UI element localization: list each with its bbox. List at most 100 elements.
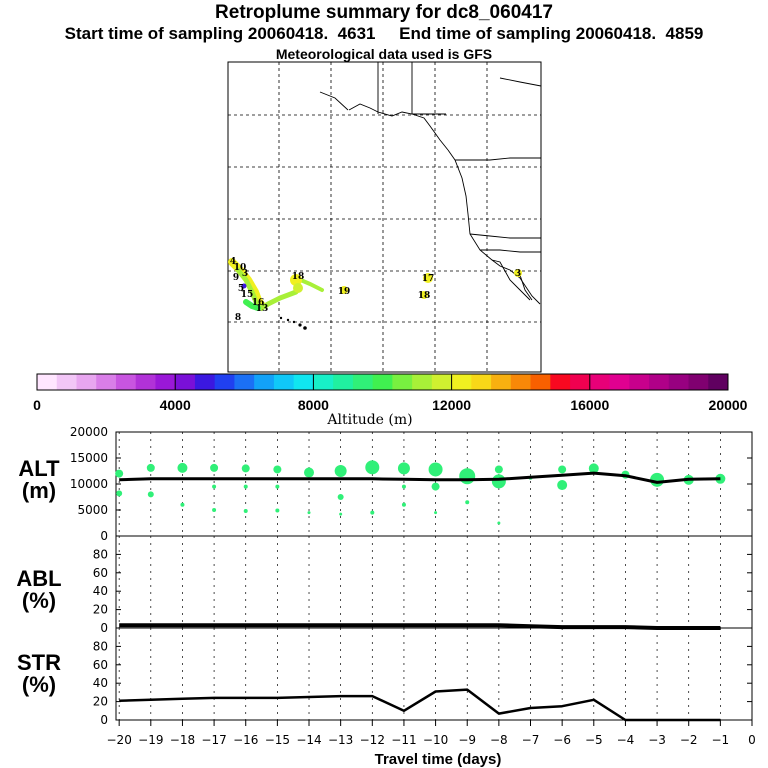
map-day-label: 9 [233,273,239,283]
colorbar-cell [510,374,532,390]
panel-str: 0 20 40 60 80 [93,627,753,727]
abl-label-1: ABL [16,566,62,591]
altitude-dot [147,491,154,498]
colorbar-cell [37,374,58,390]
x-tick-label: −13 [328,733,353,747]
alt-label-2: (m) [21,478,57,503]
map-day-label: 8 [235,313,241,323]
colorbar-cell [570,374,591,390]
altitude-dot [558,465,567,474]
map-day-label: 18 [292,272,305,282]
colorbar-cell [708,374,729,390]
x-tick-label: −11 [391,733,416,747]
altitude-dot [210,463,219,472]
y-tick-label: 40 [93,676,108,690]
altitude-dot [434,511,438,515]
altitude-dot [588,463,599,474]
map-day-label: 13 [256,304,269,314]
altitude-dot [243,509,248,514]
altitude-dot [146,463,155,472]
hawaii-islands [279,316,307,330]
altitude-dot [334,465,347,477]
altitude-dot [494,465,503,474]
y-tick-label: 80 [93,547,108,561]
map-day-label: 5 [238,284,244,294]
colorbar-tick-label: 12000 [432,397,471,413]
sampling-time-line: Start time of sampling 20060418. 4631 En… [64,24,704,43]
colorbar-cell [333,374,354,390]
plume-blob [290,274,302,286]
x-tick-label: −6 [553,733,571,747]
series-line-abl [119,623,721,630]
colorbar-tick-label: 0 [33,397,41,413]
plume-path-core [243,299,261,311]
colorbar-frame [36,373,729,391]
plume-blob [241,283,247,289]
colorbar-cell [649,374,670,390]
altitude-dot [431,482,440,491]
abl-label-2: (%) [21,588,57,613]
plume-blob [293,283,303,293]
y-tick-label: 0 [100,713,108,727]
x-tick-label: −17 [201,733,226,747]
x-tick-label: −7 [522,733,540,747]
colorbar-cell [273,374,295,390]
y-tick-label: 0 [100,529,108,543]
colorbar-cell [135,374,156,390]
colorbar-tick-label: 4000 [160,397,191,413]
altitude-dot [243,484,248,489]
panel-alt: 0 5000 10000 15000 20000 [70,425,753,543]
altitude-dot [273,465,282,474]
x-tick-label: 0 [748,733,756,747]
altitude-dot [365,460,380,475]
altitude-dot [275,484,280,489]
colorbar-cell [56,374,77,390]
colorbar-cell [688,374,709,390]
colorbar-tick-label: 8000 [298,397,329,413]
altitude-dot [401,502,406,507]
altitude-dot [304,467,315,478]
altitude-dot [397,462,410,475]
map-day-label: 3 [515,269,521,279]
str-label-2: (%) [21,672,57,697]
x-tick-label: −3 [648,733,666,747]
x-tick-label: −4 [617,733,635,747]
x-tick-label: −5 [585,733,603,747]
altitude-dot [465,500,470,505]
colorbar-cell [668,374,690,390]
altitude-dot [370,510,375,515]
colorbar-cell [412,374,433,390]
colorbar-cell [96,374,117,390]
y-tick-label: 40 [93,584,108,598]
altitude-dot [491,474,506,489]
y-tick-label: 20 [93,695,108,709]
colorbar-cell [76,374,97,390]
colorbar: 0 4000 8000 12000 16000 20000 Altitude (m) [33,373,748,428]
colorbar-cell [629,374,650,390]
colorbar-tick-label: 16000 [570,397,609,413]
colorbar-cell [155,374,176,390]
colorbar-cell [530,374,551,390]
altitude-dot [307,511,311,515]
plume-blob [514,269,522,277]
map-day-label: 3 [242,269,248,279]
altitude-dot [459,468,476,485]
altitude-dot [275,508,280,513]
altitude-dot [339,512,343,516]
map-day-label: 17 [422,274,435,284]
met-data-line: Meteorological data used is GFS [275,46,493,62]
map-coastlines [319,62,542,305]
colorbar-tick-label: 20000 [709,397,748,413]
map-grid [228,62,541,372]
altitude-dot [212,508,217,512]
x-tick-label: −20 [107,733,132,747]
colorbar-cell [392,374,413,390]
altitude-dot [497,521,501,525]
x-tick-label: −15 [265,733,290,747]
plume-blob [420,291,428,299]
x-tick-label: −1 [712,733,730,747]
map-frame [227,61,542,373]
y-tick-label: 60 [93,566,108,580]
